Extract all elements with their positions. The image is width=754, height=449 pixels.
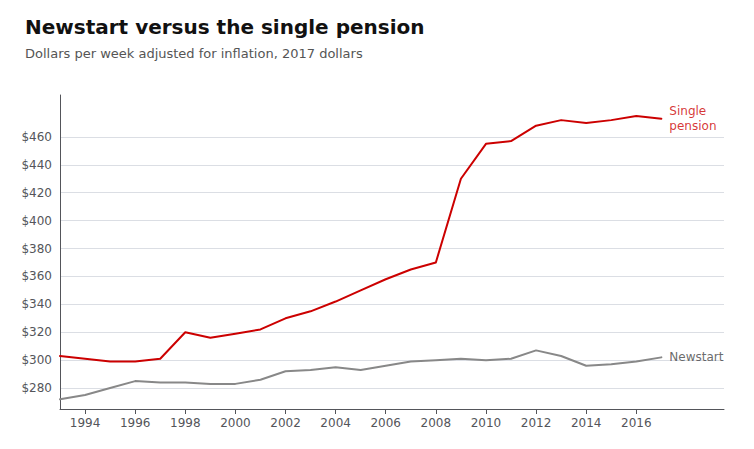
svg-text:2014: 2014 <box>571 416 602 430</box>
svg-text:2010: 2010 <box>471 416 502 430</box>
svg-text:2002: 2002 <box>270 416 301 430</box>
svg-text:Newstart: Newstart <box>669 350 723 364</box>
svg-text:2004: 2004 <box>320 416 351 430</box>
svg-text:$380: $380 <box>21 242 52 256</box>
svg-text:$320: $320 <box>21 325 52 339</box>
svg-text:$280: $280 <box>21 381 52 395</box>
svg-text:$340: $340 <box>21 297 52 311</box>
svg-text:Single: Single <box>669 104 706 118</box>
svg-text:2008: 2008 <box>421 416 452 430</box>
svg-text:1998: 1998 <box>170 416 201 430</box>
svg-text:$420: $420 <box>21 186 52 200</box>
svg-text:Dollars per week adjusted for: Dollars per week adjusted for inflation,… <box>25 46 363 61</box>
svg-text:1996: 1996 <box>120 416 151 430</box>
svg-text:1994: 1994 <box>70 416 101 430</box>
svg-text:$400: $400 <box>21 214 52 228</box>
svg-text:$300: $300 <box>21 353 52 367</box>
svg-text:$460: $460 <box>21 130 52 144</box>
svg-text:Newstart versus the single pen: Newstart versus the single pension <box>25 15 424 39</box>
svg-text:2000: 2000 <box>220 416 251 430</box>
svg-text:2016: 2016 <box>621 416 652 430</box>
svg-text:2012: 2012 <box>521 416 552 430</box>
svg-text:$360: $360 <box>21 269 52 283</box>
svg-text:2006: 2006 <box>370 416 401 430</box>
svg-text:pension: pension <box>669 119 716 133</box>
svg-text:$440: $440 <box>21 158 52 172</box>
